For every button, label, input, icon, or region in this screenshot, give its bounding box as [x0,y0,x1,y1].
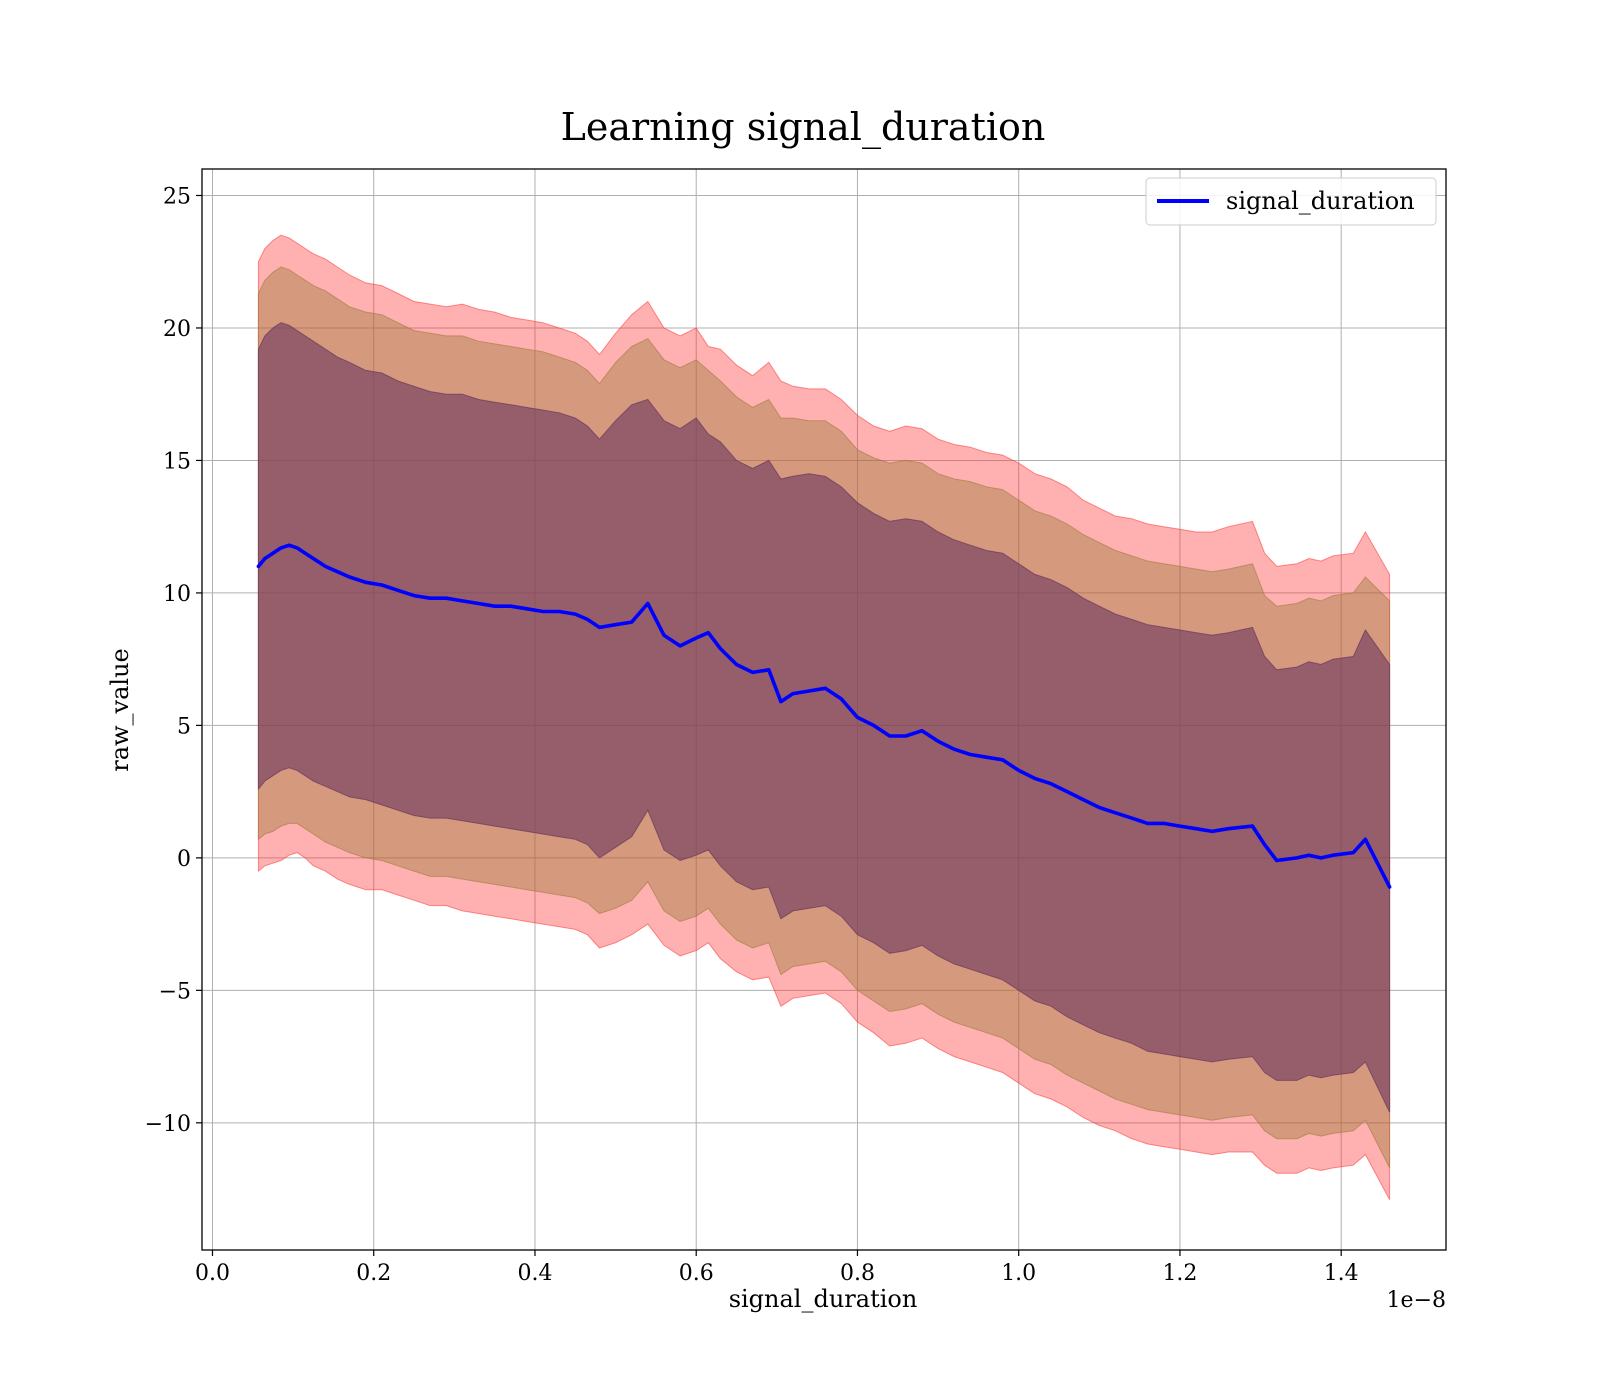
y-tick-label: 25 [163,184,191,209]
x-tick-label: 1.0 [1001,1261,1036,1286]
x-tick-label: 0.4 [517,1261,552,1286]
series-line-signal-duration [256,543,1392,889]
x-tick-label: 1.2 [1162,1261,1197,1286]
x-offset-text: 1e−8 [1387,1288,1446,1313]
y-tick-label: 15 [163,449,191,474]
y-tick-label: 20 [163,317,191,342]
legend: signal_duration [1145,177,1437,226]
legend-label-signal-duration: signal_duration [1226,187,1415,215]
y-tick-label: −5 [159,979,191,1004]
y-tick-label: −10 [145,1112,191,1137]
y-tick-label: 10 [163,582,191,607]
y-tick-label: 0 [177,847,191,872]
plot-frame [201,168,1447,1251]
legend-box [1145,177,1437,226]
axis-ticks: 0.0 0.2 0.4 0.6 0.8 1.0 1.2 1.4 25 20 15 10 5 0 −5 −10 [145,184,1359,1286]
x-tick-label: 0.2 [356,1261,391,1286]
x-axis-label: signal_duration [729,1285,918,1313]
x-tick-label: 0.8 [840,1261,875,1286]
band-inner [257,322,1391,1113]
series-lines [256,543,1392,889]
x-tick-label: 1.4 [1324,1261,1359,1286]
chart-title: Learning signal_duration [561,105,1046,150]
y-axis-label: raw_value [106,648,134,772]
x-tick-label: 0.6 [679,1261,714,1286]
x-tick-label: 0.0 [195,1261,230,1286]
y-tick-label: 5 [177,714,191,739]
confidence-bands [257,234,1391,1200]
